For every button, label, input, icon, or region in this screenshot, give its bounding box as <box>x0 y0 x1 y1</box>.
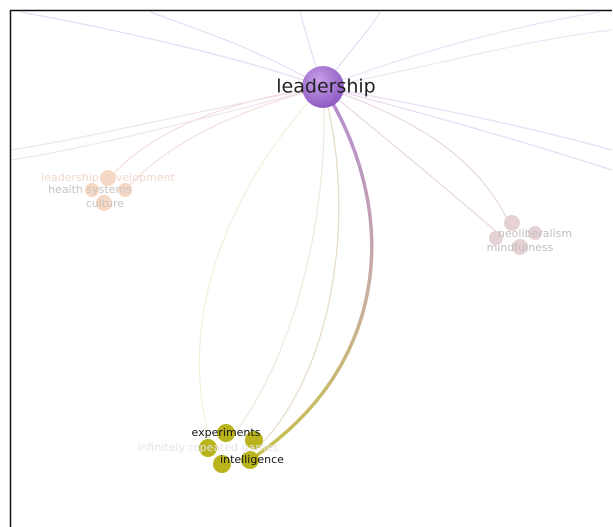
node <box>504 215 520 231</box>
cluster-orange <box>85 170 132 211</box>
link <box>322 86 511 226</box>
node-label: health systems <box>48 183 132 196</box>
link <box>9 86 324 161</box>
node <box>512 239 528 255</box>
node <box>245 431 263 449</box>
link <box>19 11 324 88</box>
node-label: infinitely repeated games <box>137 441 278 454</box>
node-label: intelligence <box>220 453 284 466</box>
frame <box>9 9 612 527</box>
link <box>149 11 324 88</box>
link <box>107 86 324 181</box>
node <box>199 439 217 457</box>
node-label: neoliberalism <box>498 227 572 240</box>
link <box>322 86 613 171</box>
link <box>229 86 325 441</box>
link <box>322 86 501 236</box>
node-label: leadership development <box>41 171 175 184</box>
main-link <box>249 86 374 462</box>
link <box>254 86 340 451</box>
link <box>322 11 601 88</box>
node <box>100 170 116 186</box>
node-label: experiments <box>192 426 261 439</box>
link <box>9 86 324 151</box>
node <box>96 195 112 211</box>
cluster-olive <box>199 424 263 473</box>
node-label: leadership <box>276 76 375 98</box>
node <box>118 183 132 197</box>
link <box>124 86 324 191</box>
node <box>489 231 503 245</box>
cluster-pink <box>489 215 542 255</box>
link <box>322 86 613 151</box>
node <box>528 226 542 240</box>
link <box>322 29 613 88</box>
node-label: mindfulness <box>487 241 554 254</box>
node-label: culture <box>86 197 125 210</box>
node <box>85 183 99 197</box>
node <box>213 455 231 473</box>
node <box>241 451 259 469</box>
leadership-node <box>302 66 344 108</box>
link <box>198 86 324 441</box>
node <box>217 424 235 442</box>
